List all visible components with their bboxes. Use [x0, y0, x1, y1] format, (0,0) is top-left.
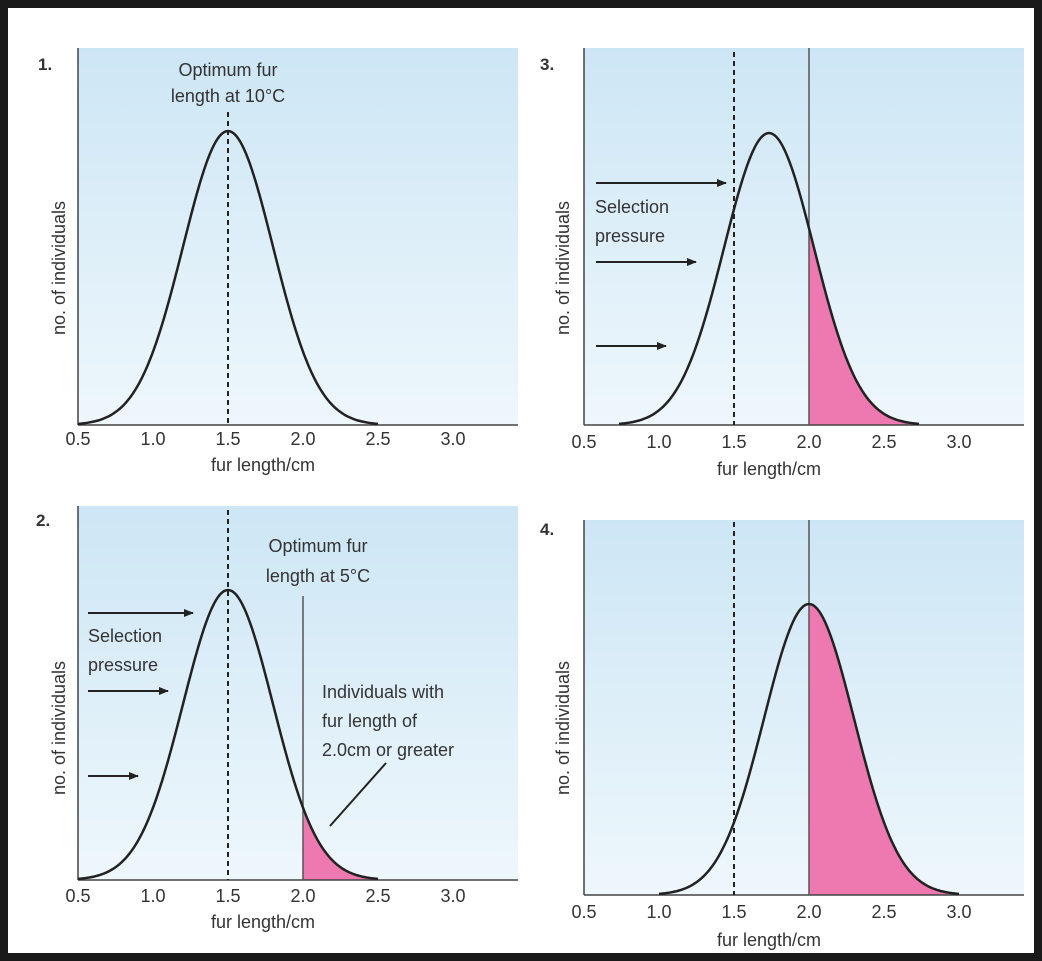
panel-4-tick-1.0: 1.0 [646, 902, 671, 922]
panel-2-selection-label-line-2: pressure [88, 655, 158, 675]
panel-3-tick-1.5: 1.5 [721, 432, 746, 452]
figure-canvas: 1. Optimum fur length at 10°C no. of ind… [8, 8, 1034, 953]
panel-2-distribution-curve [77, 588, 379, 881]
panel-4-tick-1.5: 1.5 [721, 902, 746, 922]
panel-3-tick-3.0: 3.0 [946, 432, 971, 452]
panel-3-xlabel: fur length/cm [717, 459, 821, 479]
panel-1-plot-area [78, 48, 518, 425]
panel-3-tick-0.5: 0.5 [571, 432, 596, 452]
panel-4-number: 4. [540, 520, 554, 539]
panel-3-ylabel: no. of individuals [553, 201, 573, 335]
panel-3-tick-1.0: 1.0 [646, 432, 671, 452]
panel-2-ylabel: no. of individuals [49, 661, 69, 795]
panel-1-tick-1.5: 1.5 [215, 429, 240, 449]
panel-2-tick-2.0: 2.0 [290, 886, 315, 906]
panel-2-tick-3.0: 3.0 [440, 886, 465, 906]
panel-2-tick-2.5: 2.5 [365, 886, 390, 906]
panel-3-plot-area [584, 48, 1024, 425]
panel-2-xlabel: fur length/cm [211, 912, 315, 932]
panel-4-shaded-area [809, 604, 959, 895]
panel-1-xlabel: fur length/cm [211, 455, 315, 475]
panel-2-selection-label-line-1: Selection [88, 626, 162, 646]
panel-4-tick-0.5: 0.5 [571, 902, 596, 922]
panel-2-number: 2. [36, 511, 50, 530]
panel-4-tick-3.0: 3.0 [946, 902, 971, 922]
panel-2-tick-1.0: 1.0 [140, 886, 165, 906]
panel-1-annotation-line-1: Optimum fur [178, 60, 277, 80]
panel-2-tick-0.5: 0.5 [65, 886, 90, 906]
panel-3-selection-label-line-2: pressure [595, 226, 665, 246]
panel-4-distribution-curve [658, 602, 960, 896]
panel-1-tick-2.0: 2.0 [290, 429, 315, 449]
panel-1-tick-0.5: 0.5 [65, 429, 90, 449]
panel-3: Selection pressure 3. no. of individuals… [540, 48, 1024, 479]
panel-4-tick-2.5: 2.5 [871, 902, 896, 922]
panel-2-plot-area [78, 506, 518, 880]
panel-2-callout-pointer [329, 762, 387, 827]
panel-1-tick-3.0: 3.0 [440, 429, 465, 449]
panel-1-tick-2.5: 2.5 [365, 429, 390, 449]
panel-3-selection-label-line-1: Selection [595, 197, 669, 217]
panel-2-annotation-line-2: length at 5°C [266, 566, 370, 586]
panel-2-tick-1.5: 1.5 [215, 886, 240, 906]
figure-svg: 1. Optimum fur length at 10°C no. of ind… [36, 48, 1024, 950]
panel-4-ylabel: no. of individuals [553, 661, 573, 795]
panel-1-number: 1. [38, 55, 52, 74]
panel-3-tick-2.0: 2.0 [796, 432, 821, 452]
panel-4: 4. no. of individuals 0.5 1.0 1.5 2.0 2.… [540, 520, 1024, 950]
panel-2-callout-line-3: 2.0cm or greater [322, 740, 454, 760]
panel-4-tick-2.0: 2.0 [796, 902, 821, 922]
panel-3-tick-2.5: 2.5 [871, 432, 896, 452]
panel-1: 1. Optimum fur length at 10°C no. of ind… [38, 48, 518, 475]
panel-3-shaded-area [809, 228, 919, 425]
panel-4-xlabel: fur length/cm [717, 930, 821, 950]
panel-2-annotation-line-1: Optimum fur [268, 536, 367, 556]
panel-1-annotation-line-2: length at 10°C [171, 86, 285, 106]
panel-1-tick-1.0: 1.0 [140, 429, 165, 449]
panel-2: Selection pressure Optimum fur length at… [36, 506, 518, 932]
panel-3-number: 3. [540, 55, 554, 74]
panel-3-distribution-curve [618, 131, 920, 426]
panel-1-distribution-curve [77, 129, 379, 426]
panel-2-callout-line-1: Individuals with [322, 682, 444, 702]
panel-2-callout-line-2: fur length of [322, 711, 418, 731]
panel-2-shaded-area [303, 810, 378, 880]
panel-1-ylabel: no. of individuals [49, 201, 69, 335]
panel-4-plot-area [584, 520, 1024, 895]
